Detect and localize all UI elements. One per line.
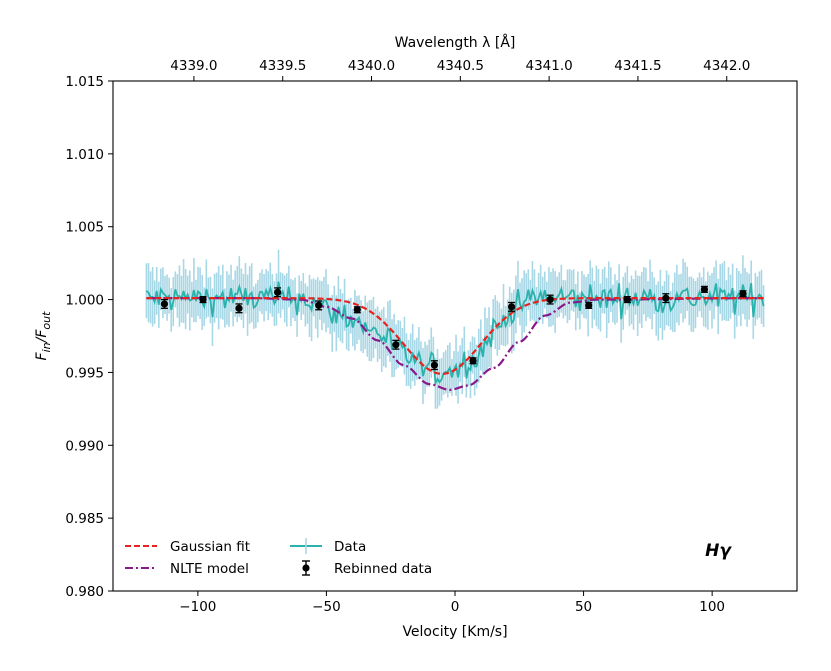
line-annotation: Hγ	[705, 541, 732, 561]
legend: Gaussian fit NLTE model Data Rebinned da…	[125, 538, 432, 577]
y-tick-label: 1.005	[65, 220, 104, 236]
x-axis-label: Velocity [Km/s]	[402, 624, 507, 640]
x-tick-label: 0	[451, 599, 460, 615]
rebinned-point	[315, 301, 323, 309]
y-tick-label: 0.990	[65, 438, 104, 454]
x-tick-label: −100	[179, 599, 216, 615]
rebinned-point	[353, 306, 361, 314]
legend-label-gaussian: Gaussian fit	[170, 539, 250, 555]
top-tick-label: 4340.5	[437, 58, 484, 74]
rebinned-point	[507, 303, 516, 311]
y-tick-label: 1.000	[65, 293, 104, 309]
legend-label-rebinned: Rebinned data	[334, 561, 432, 577]
top-tick-label: 4339.5	[259, 58, 306, 74]
x-axis-ticks: −100 −50 0 50 100	[179, 591, 725, 615]
y-tick-label: 0.980	[65, 584, 104, 600]
rebinned-point	[546, 295, 554, 304]
x-tick-label: 50	[575, 599, 592, 615]
y-axis-label: Fin/Fout	[34, 311, 53, 361]
top-axis-ticks: 4339.0 4339.5 4340.0 4340.5 4341.0 4341.5 4342…	[170, 58, 750, 81]
top-axis-label: Wavelength λ [Å]	[395, 34, 516, 51]
rebinned-point	[662, 294, 670, 302]
top-tick-label: 4341.5	[614, 58, 661, 74]
x-tick-label: −50	[312, 599, 341, 615]
legend-entry-nlte: NLTE model	[125, 561, 249, 577]
rebinned-point	[700, 285, 709, 293]
rebinned-point	[469, 357, 477, 365]
y-axis-ticks: 0.980 0.985 0.990 0.995 1.000 1.005 1.010 1.015	[65, 74, 113, 600]
data-series-line	[145, 281, 765, 387]
rebinned-point	[235, 304, 243, 312]
rebinned-point	[273, 288, 282, 296]
rebinned-point	[430, 361, 439, 369]
rebinned-point	[739, 290, 747, 298]
legend-entry-gaussian: Gaussian fit	[125, 539, 250, 555]
y-tick-label: 1.010	[65, 147, 104, 163]
y-tick-label: 1.015	[65, 74, 104, 90]
top-tick-label: 4341.0	[526, 58, 573, 74]
rebinned-point	[623, 295, 631, 304]
plot-area	[145, 249, 765, 409]
rebinned-point	[199, 295, 207, 304]
y-label-sub-out: out	[40, 311, 53, 330]
legend-entry-rebinned: Rebinned data	[302, 560, 432, 577]
top-tick-label: 4342.0	[703, 58, 750, 74]
data-line	[145, 281, 765, 387]
x-tick-label: 100	[699, 599, 725, 615]
y-label-f: F	[34, 351, 50, 360]
rebinned-data-series	[160, 285, 747, 371]
legend-label-nlte: NLTE model	[170, 561, 249, 577]
legend-entry-data: Data	[290, 538, 366, 555]
y-tick-label: 0.985	[65, 511, 104, 527]
rebinned-point	[585, 301, 593, 309]
top-tick-label: 4340.0	[348, 58, 395, 74]
gaussian-fit-series	[146, 297, 764, 376]
legend-label-data: Data	[334, 539, 366, 555]
rebinned-point	[160, 300, 169, 308]
gaussian-fit-line	[146, 297, 764, 376]
y-tick-label: 0.995	[65, 365, 104, 381]
y-label-sep: /F	[34, 329, 50, 345]
top-tick-label: 4339.0	[170, 58, 217, 74]
y-label-sub-in: in	[40, 342, 53, 352]
rebinned-point	[392, 341, 400, 349]
